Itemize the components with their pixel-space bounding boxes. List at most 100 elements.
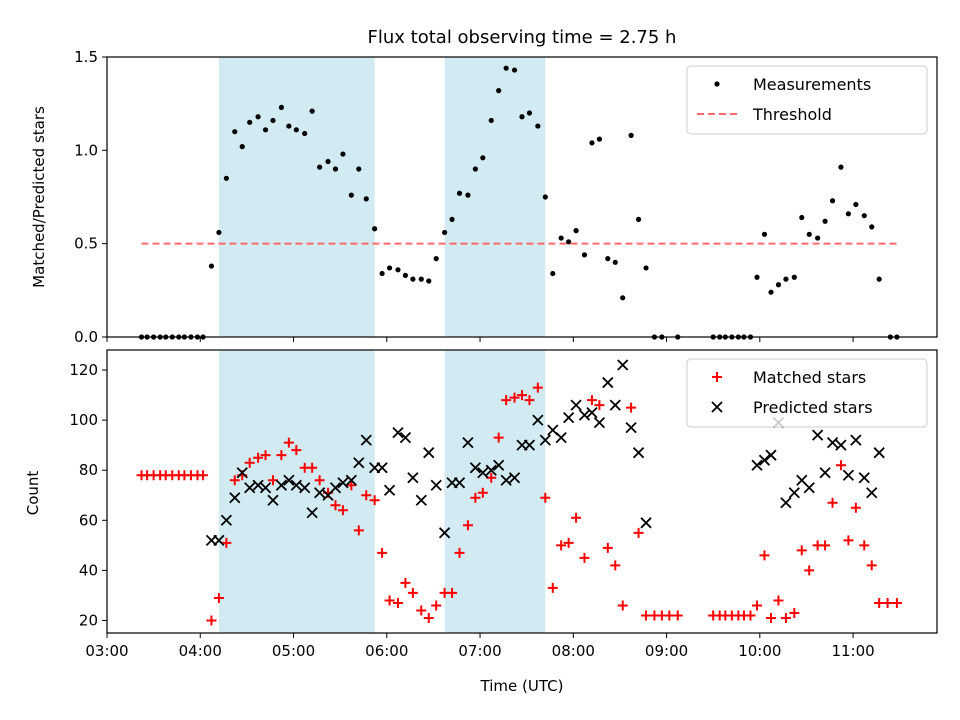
measurement-point xyxy=(302,130,308,137)
matched-star-point xyxy=(493,432,504,443)
measurement-point xyxy=(643,265,649,271)
matched-star-point xyxy=(789,607,800,618)
matched-star-point xyxy=(206,615,217,626)
matched-star-point xyxy=(314,475,325,486)
bottom-x-tick-label: 10:00 xyxy=(738,642,781,660)
measurement-point xyxy=(317,164,323,170)
predicted-star-point xyxy=(562,411,575,424)
matched-star-point xyxy=(874,597,885,608)
legend-box xyxy=(686,358,928,428)
matched-star-point xyxy=(198,470,209,481)
measurement-point xyxy=(612,259,618,265)
matched-star-point xyxy=(509,392,520,403)
top-y-tick-label: 1.0 xyxy=(74,141,98,159)
measurement-point xyxy=(247,119,253,125)
measurement-point xyxy=(635,216,642,222)
matched-star-point xyxy=(843,535,854,546)
measurement-point xyxy=(239,144,245,150)
predicted-star-point xyxy=(477,467,489,479)
bottom-x-tick-label: 11:00 xyxy=(831,642,874,660)
predicted-star-point xyxy=(850,434,862,446)
matched-star-point xyxy=(276,450,287,461)
matched-star-point xyxy=(835,460,846,471)
measurement-point xyxy=(869,224,875,230)
measurement-point xyxy=(768,289,774,295)
predicted-star-point xyxy=(602,376,614,389)
matched-star-point xyxy=(454,547,465,558)
legend-label-matched-stars: Matched stars xyxy=(753,368,866,387)
measurement-point xyxy=(216,229,222,236)
predicted-star-point xyxy=(780,497,792,509)
predicted-star-point xyxy=(758,454,771,466)
measurement-point xyxy=(806,231,812,237)
matched-star-point xyxy=(563,537,574,548)
matched-star-point xyxy=(221,537,232,548)
measurement-point xyxy=(761,231,768,237)
matched-star-point xyxy=(229,475,240,486)
predicted-star-point xyxy=(640,517,652,529)
bottom-x-tick-label: 03:00 xyxy=(85,642,128,660)
predicted-star-point xyxy=(423,447,435,459)
top-y-tick-label: 0.0 xyxy=(74,328,98,346)
bottom-x-tick-label: 06:00 xyxy=(365,642,408,660)
predicted-star-point xyxy=(252,479,264,491)
predicted-star-point xyxy=(337,477,349,489)
predicted-star-point xyxy=(578,409,591,421)
bottom-x-tick-label: 08:00 xyxy=(552,642,595,660)
bottom-series-matched-stars xyxy=(136,382,902,626)
matched-star-point xyxy=(400,577,411,588)
predicted-star-point xyxy=(593,416,606,429)
measurement-point xyxy=(558,235,564,241)
bottom-shaded-interval-2 xyxy=(444,350,546,633)
measurement-point xyxy=(223,175,229,181)
measurement-point xyxy=(581,252,588,258)
predicted-star-point xyxy=(267,494,279,506)
measurement-point xyxy=(754,274,760,280)
bottom-panel: 20 40 60 80 100 120 03:00 04:00 05:00 06:00 07:00 0… xyxy=(69,349,938,660)
matched-star-point xyxy=(859,540,870,551)
measurement-point xyxy=(791,274,797,280)
measurement-point xyxy=(325,158,331,165)
matched-star-point xyxy=(850,502,861,513)
predicted-star-point xyxy=(835,439,847,451)
chart-title: Flux total observing time = 2.75 h xyxy=(368,27,677,48)
matched-star-point xyxy=(820,540,831,551)
matched-star-point xyxy=(586,395,597,406)
predicted-star-point xyxy=(453,477,466,489)
predicted-star-point xyxy=(407,472,419,484)
matched-star-point xyxy=(369,495,380,506)
matched-star-point xyxy=(346,480,357,491)
matched-star-point xyxy=(268,475,278,486)
measurement-point xyxy=(255,114,261,120)
bottom-y-tick-label: 20 xyxy=(79,611,98,629)
bottom-series-predicted-stars xyxy=(205,359,885,546)
matched-star-point xyxy=(384,595,395,606)
predicted-star-point xyxy=(609,399,621,411)
top-y-tick-label: 0.5 xyxy=(74,235,98,253)
predicted-star-point xyxy=(866,487,878,499)
matched-star-point xyxy=(759,550,770,561)
legend-label-threshold: Threshold xyxy=(752,105,832,124)
measurement-point xyxy=(309,108,315,114)
predicted-star-point xyxy=(539,434,551,446)
predicted-star-point xyxy=(415,494,427,506)
matched-star-point xyxy=(780,612,791,623)
measurement-point xyxy=(853,201,859,208)
predicted-star-point xyxy=(244,482,256,494)
measurement-point xyxy=(628,132,634,138)
top-axes-frame xyxy=(106,56,938,338)
measurement-point xyxy=(605,256,611,262)
predicted-star-point xyxy=(360,434,372,446)
predicted-star-point xyxy=(500,474,512,486)
measurement-point xyxy=(838,164,844,170)
predicted-star-point xyxy=(220,514,233,526)
measurement-point xyxy=(270,117,276,124)
predicted-star-point xyxy=(259,482,272,494)
predicted-star-point xyxy=(469,462,482,474)
matched-star-point xyxy=(745,610,756,621)
measurement-point xyxy=(386,265,393,271)
matched-star-point xyxy=(260,450,271,461)
measurement-point xyxy=(829,198,836,204)
matched-star-point xyxy=(571,512,582,523)
